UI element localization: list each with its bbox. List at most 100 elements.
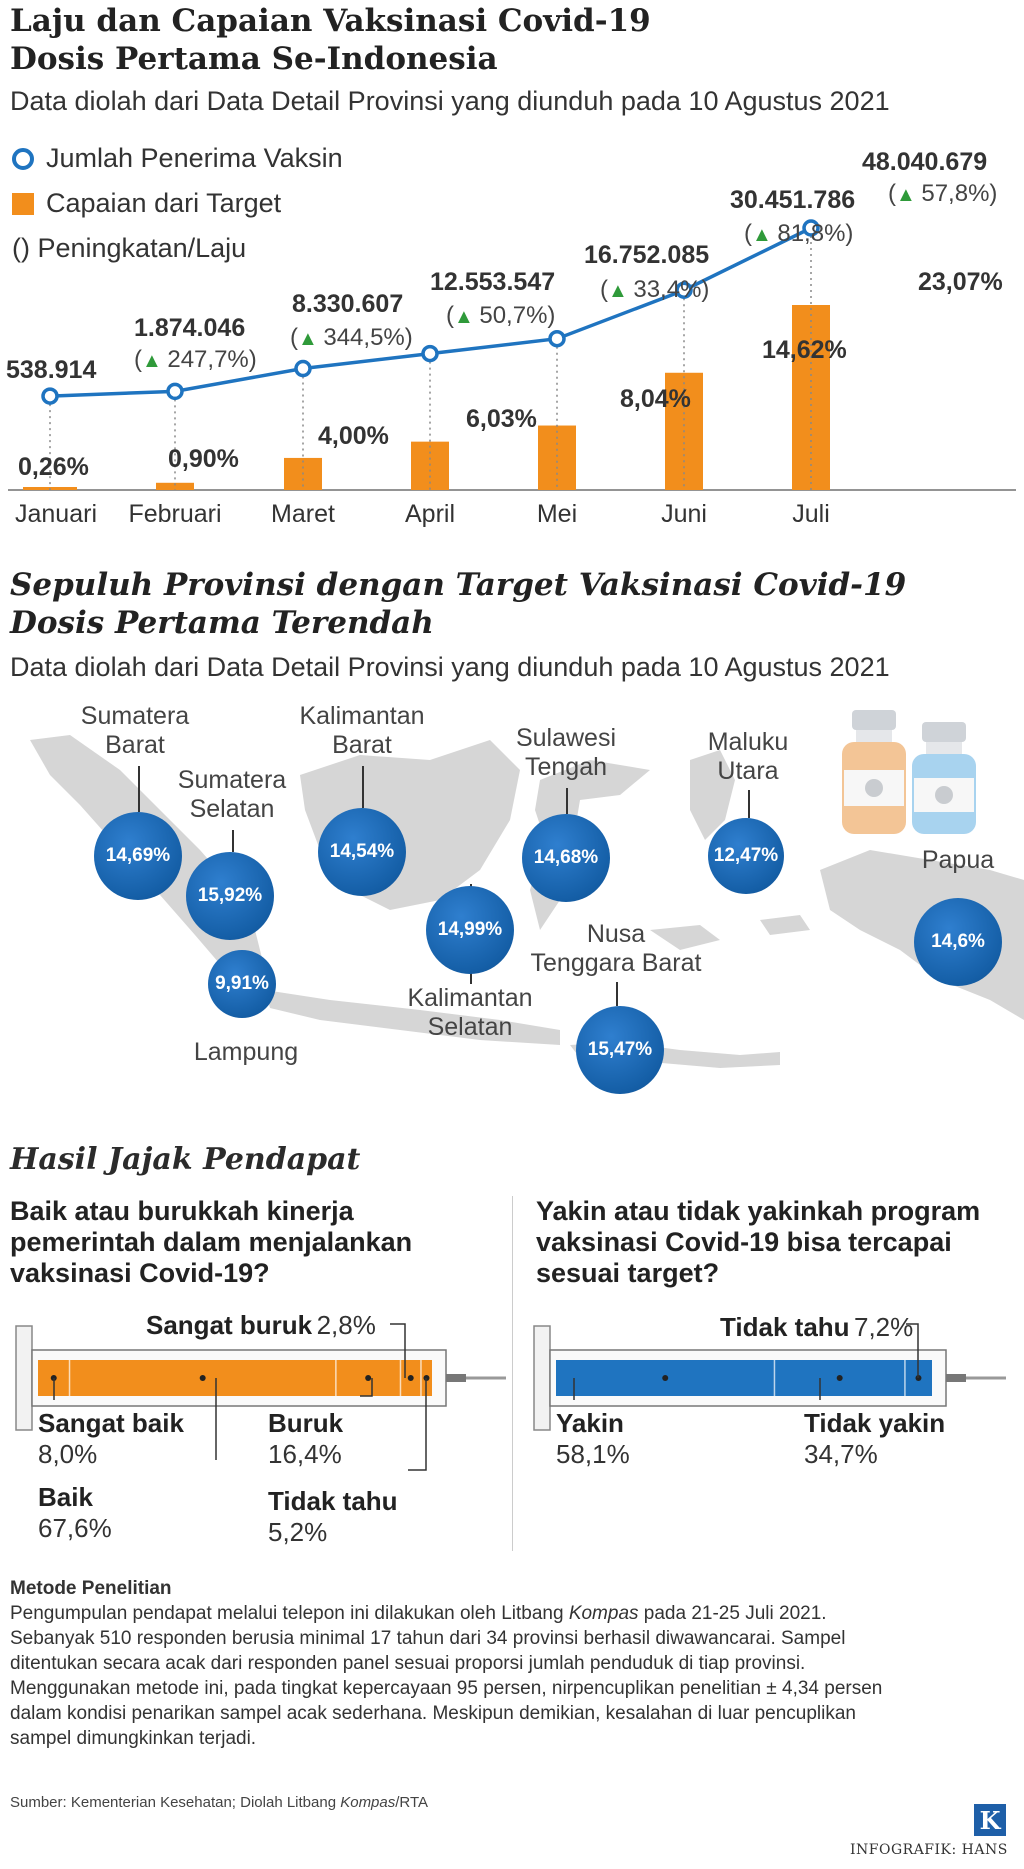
month-label-februari: Februari	[128, 500, 222, 528]
question-1-line1: Baik atau burukkah kinerja	[10, 1196, 354, 1226]
point-juli	[802, 219, 820, 237]
poll2-yakin-label: Yakin 58,1%	[556, 1408, 630, 1470]
point-juni	[675, 281, 693, 299]
poll1-buruk-name: Buruk	[268, 1408, 344, 1438]
bar-label-juli: 23,07%	[918, 268, 1003, 296]
question-1: Baik atau burukkah kinerja pemerintah da…	[10, 1196, 412, 1289]
method-line5: dalam kondisi penarikan sampel acak sede…	[10, 1703, 857, 1724]
bar-label-februari: 0,90%	[168, 445, 239, 473]
poll1-baik-value: 67,6%	[38, 1513, 112, 1543]
increase-label-februari: (▲ 247,7%)	[134, 346, 257, 373]
up-arrow-icon: ▲	[608, 280, 634, 302]
method-block: Metode Penelitian Pengumpulan pendapat m…	[10, 1576, 1010, 1751]
legend-paren-label: () Peningkatan/Laju	[12, 233, 247, 263]
value-label-januari: 538.914	[6, 356, 97, 384]
poll2-leader-tidak-tahu	[906, 1323, 919, 1378]
poll1-buruk-label: Buruk 16,4%	[268, 1408, 343, 1470]
question-1-line3: vaksinasi Covid-19?	[10, 1258, 270, 1288]
section1-title: Laju dan Capaian Vaksinasi Covid-19 Dosi…	[10, 2, 651, 78]
source-a: Sumber: Kementerian Kesehatan; Diolah Li…	[10, 1794, 341, 1811]
province-label-nusa-tenggara-barat: Nusa Tenggara Barat	[516, 920, 716, 978]
legend-bar-label: Capaian dari Target	[46, 188, 282, 218]
province-name-line1: Maluku	[707, 728, 789, 756]
method-line1-c: pada 21-25 Juli 2021.	[638, 1603, 827, 1624]
province-label-sumatera-barat: Sumatera Barat	[35, 702, 235, 760]
poll1-marker-3	[407, 1375, 414, 1381]
poll1-tidak-tahu-name: Tidak tahu	[268, 1486, 398, 1516]
province-name-line1: Sumatera	[177, 766, 287, 794]
poll2-marker-1	[836, 1375, 843, 1381]
source-c: /RTA	[395, 1794, 429, 1811]
province-name-line2: Barat	[105, 731, 165, 759]
province-name-line1: Lampung	[193, 1038, 299, 1066]
month-label-maret: Maret	[271, 500, 335, 528]
section3-title: Hasil Jajak Pendapat	[10, 1142, 361, 1177]
poll1-fill	[38, 1360, 432, 1396]
method-line3: ditentukan secara acak dari responden pa…	[10, 1653, 806, 1674]
value-label-april: 12.553.547	[430, 268, 556, 296]
province-name-line1: Nusa	[586, 920, 646, 948]
up-arrow-icon: ▲	[298, 328, 324, 350]
province-circle-nusa-tenggara-barat: 15,47%	[576, 1006, 664, 1094]
bar-label-juni: 14,62%	[762, 336, 847, 364]
value-label-maret: 8.330.607	[292, 290, 404, 318]
up-arrow-icon: ▲	[142, 350, 168, 372]
value-label-mei: 16.752.085	[584, 241, 710, 269]
month-label-juni: Juni	[661, 500, 707, 528]
pointer-line-sumatera-barat	[138, 766, 140, 812]
province-name-line2: Utara	[717, 757, 779, 785]
province-name-line1: Kalimantan	[299, 702, 425, 730]
increase-label-mei: (▲ 33,4%)	[600, 276, 710, 303]
point-februari	[166, 382, 184, 401]
point-januari	[41, 387, 59, 405]
vaccine-bottles-icon	[842, 710, 976, 834]
province-label-kalimantan-selatan: Kalimantan Selatan	[370, 984, 570, 1042]
poll-syringes	[15, 1323, 1006, 1471]
poll1-sangat-buruk-label: Sangat buruk 2,8%	[146, 1310, 376, 1341]
poll1-sangat-baik-name: Sangat baik	[38, 1408, 184, 1438]
pointer-line-maluku-utara	[748, 790, 750, 818]
kompas-logo-letter: K	[979, 1805, 1001, 1835]
province-circle-sulawesi-tengah: 14,68%	[522, 814, 610, 902]
up-arrow-icon: ▲	[454, 306, 480, 328]
province-name-line1: Papua	[921, 846, 995, 874]
method-heading: Metode Penelitian	[10, 1578, 172, 1599]
poll1-baik-name: Baik	[38, 1482, 93, 1512]
province-name-line2: Tenggara Barat	[530, 949, 702, 977]
province-label-sulawesi-tengah: Sulawesi Tengah	[466, 724, 666, 782]
province-circle-kalimantan-barat: 14,54%	[318, 808, 406, 896]
point-maret	[294, 359, 312, 378]
section2-title-line2: Dosis Pertama Terendah	[10, 605, 434, 641]
pointer-line-sulawesi-tengah	[566, 788, 568, 814]
province-name-line2: Tengah	[524, 753, 608, 781]
month-label-juli: Juli	[792, 500, 830, 528]
province-name-line1: Sumatera	[80, 702, 190, 730]
legend-line-label: Jumlah Penerima Vaksin	[46, 143, 343, 173]
month-label-januari: Januari	[15, 500, 97, 528]
poll2-tidak-yakin-label: Tidak yakin 34,7%	[804, 1408, 945, 1470]
increase-label-maret: (▲ 344,5%)	[290, 324, 413, 351]
value-label-juli: 48.040.679	[862, 148, 988, 176]
credit: INFOGRAFIK: HANS	[850, 1842, 1008, 1858]
section1-title-line2: Dosis Pertama Se-Indonesia	[10, 41, 498, 77]
poll2-tidak-yakin-value: 34,7%	[804, 1439, 878, 1469]
poll1-tidak-tahu-label: Tidak tahu 5,2%	[268, 1486, 398, 1548]
up-arrow-icon: ▲	[896, 184, 922, 206]
poll2-marker-0	[662, 1375, 669, 1381]
province-label-papua: Papua	[858, 846, 1024, 875]
province-label-maluku-utara: Maluku Utara	[648, 728, 848, 786]
pointer-line-sumatera-selatan	[232, 830, 234, 852]
poll2-tidak-tahu-value: 7,2%	[854, 1312, 914, 1342]
poll2-plunger-cap	[533, 1325, 551, 1431]
vaccination-chart	[8, 219, 1016, 491]
point-april	[421, 344, 439, 363]
poll1-baik-label: Baik 67,6%	[38, 1482, 112, 1544]
islands-shape	[650, 915, 810, 950]
province-label-lampung: Lampung	[146, 1038, 346, 1067]
increase-label-april: (▲ 50,7%)	[446, 302, 556, 329]
poll1-marker-2	[365, 1375, 372, 1381]
line-marker-icon	[12, 147, 34, 170]
java-shape	[265, 990, 560, 1045]
poll2-tidak-tahu-name: Tidak tahu	[720, 1312, 850, 1342]
poll2-tidak-tahu-label: Tidak tahu 7,2%	[720, 1312, 913, 1343]
